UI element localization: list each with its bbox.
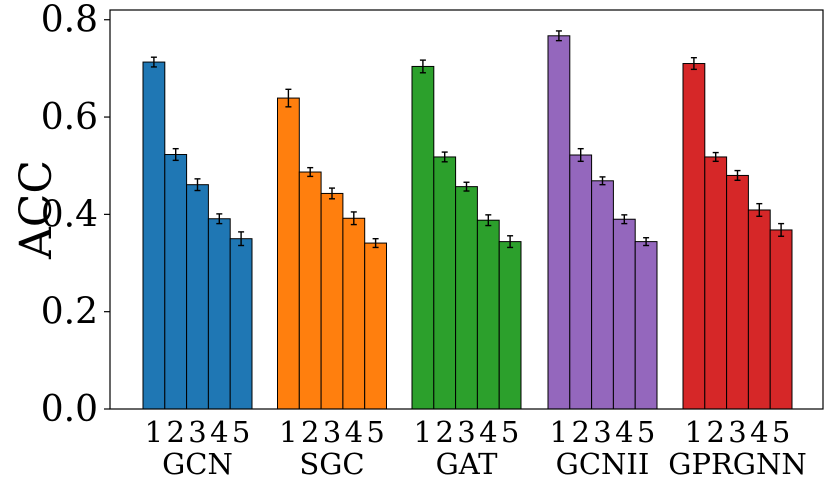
x-subtick-label: 3 bbox=[188, 415, 206, 449]
x-group-label: GPRGNN bbox=[668, 447, 806, 481]
y-tick-label: 0.6 bbox=[41, 97, 98, 138]
x-subtick-label: 1 bbox=[414, 415, 432, 449]
bar-gcnii-5 bbox=[634, 241, 658, 410]
x-group-label: GCN bbox=[162, 447, 233, 481]
x-group-label: GAT bbox=[436, 447, 499, 481]
plot-frame bbox=[109, 9, 824, 410]
bar-sgc-1 bbox=[277, 97, 300, 410]
bar-sgc-5 bbox=[364, 242, 388, 410]
bar-gcnii-4 bbox=[612, 218, 636, 410]
x-subtick-label: 4 bbox=[345, 415, 363, 449]
y-axis-label: ACC bbox=[11, 160, 62, 260]
x-subtick-label: 5 bbox=[232, 415, 250, 449]
y-axis: 0.0 0.2 0.4 0.6 0.8 bbox=[41, 0, 110, 430]
x-subtick-label: 2 bbox=[571, 415, 589, 449]
bar-gprgnn-2 bbox=[704, 156, 728, 410]
bar-gprgnn-1 bbox=[682, 63, 706, 410]
x-subtick-label: 3 bbox=[593, 415, 611, 449]
x-subtick-label: 5 bbox=[366, 415, 384, 449]
x-subtick-label: 2 bbox=[301, 415, 319, 449]
y-tick-label: 0.4 bbox=[41, 194, 98, 235]
bar-gat-1 bbox=[411, 65, 435, 410]
x-subtick-label: 1 bbox=[550, 415, 568, 449]
bar-gcn-4 bbox=[207, 218, 231, 410]
bar-gcn-5 bbox=[229, 238, 253, 410]
x-subtick-label: 5 bbox=[637, 415, 655, 449]
bar-gat-3 bbox=[455, 186, 478, 410]
x-subtick-label: 5 bbox=[501, 415, 519, 449]
bar-gcn-1 bbox=[142, 61, 166, 410]
bar-gprgnn-5 bbox=[769, 229, 793, 410]
bar-gprgnn-4 bbox=[747, 209, 771, 410]
bar-gprgnn-3 bbox=[726, 174, 749, 410]
bar-gat-5 bbox=[498, 241, 522, 410]
y-tick-label: 0.8 bbox=[41, 0, 98, 41]
x-subtick-label: 4 bbox=[479, 415, 497, 449]
x-subtick-label: 5 bbox=[772, 415, 790, 449]
x-group-label: SGC bbox=[299, 447, 364, 481]
bar-gat-2 bbox=[433, 156, 457, 410]
y-tick-label: 0.0 bbox=[41, 389, 98, 430]
bar-gcn-3 bbox=[186, 184, 209, 410]
x-subtick-label: 1 bbox=[145, 415, 163, 449]
x-subtick-label: 4 bbox=[615, 415, 633, 449]
bar-gcn-2 bbox=[164, 154, 188, 410]
bar-sgc-4 bbox=[342, 217, 366, 410]
x-subtick-label: 2 bbox=[435, 415, 453, 449]
x-subtick-label: 3 bbox=[457, 415, 475, 449]
bar-gcnii-2 bbox=[569, 154, 593, 410]
bars-layer bbox=[142, 30, 793, 410]
x-subtick-label: 1 bbox=[279, 415, 297, 449]
x-subtick-label: 2 bbox=[706, 415, 724, 449]
y-tick-label: 0.2 bbox=[41, 292, 98, 333]
bar-sgc-3 bbox=[320, 192, 344, 410]
x-group-label: GCNII bbox=[556, 447, 650, 481]
x-subtick-label: 2 bbox=[166, 415, 184, 449]
x-subtick-label: 3 bbox=[728, 415, 746, 449]
bar-gat-4 bbox=[476, 219, 500, 410]
x-subtick-label: 4 bbox=[210, 415, 228, 449]
bar-sgc-2 bbox=[298, 171, 322, 410]
x-subtick-label: 1 bbox=[685, 415, 703, 449]
bar-gcnii-3 bbox=[591, 180, 614, 410]
x-subtick-label: 3 bbox=[323, 415, 341, 449]
bar-gcnii-1 bbox=[547, 35, 571, 410]
x-subtick-label: 4 bbox=[750, 415, 768, 449]
